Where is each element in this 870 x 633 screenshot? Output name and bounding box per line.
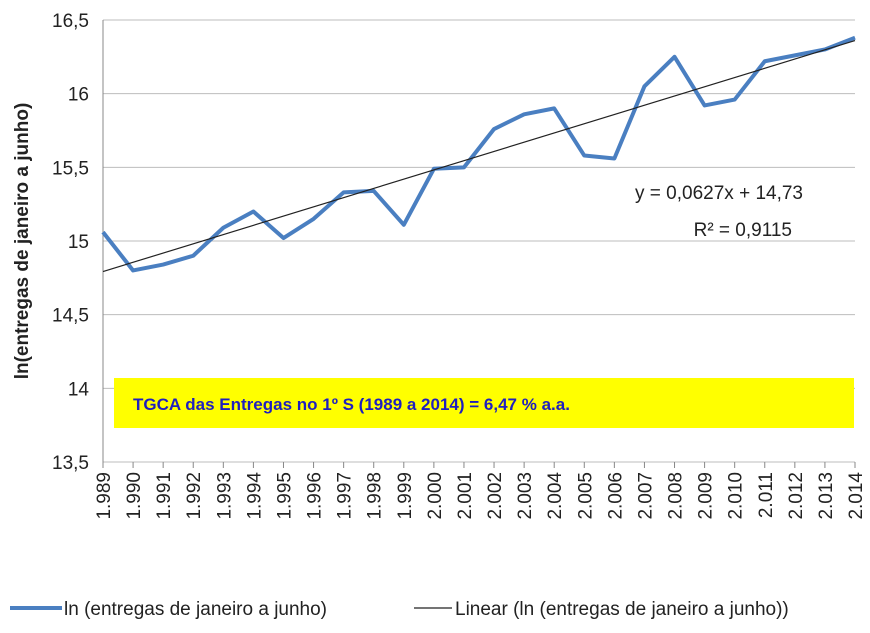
x-tick-label: 2.011: [756, 472, 777, 518]
y-tick-label: 15: [68, 232, 89, 253]
y-tick-label: 14: [68, 379, 90, 400]
x-tick-label: 1.997: [335, 472, 356, 520]
x-tick-label: 2.014: [846, 472, 867, 520]
x-tick-label: 2.003: [515, 472, 536, 520]
x-tick-label: 2.000: [425, 472, 446, 520]
y-axis-label: ln(entregas de janeiro a junho): [12, 103, 33, 380]
y-tick-label: 13,5: [52, 453, 89, 474]
x-tick-label: 2.008: [666, 472, 687, 520]
x-tick-label: 2.007: [635, 472, 656, 520]
trend-line: [102, 40, 856, 273]
x-tick-label: 2.012: [786, 472, 807, 520]
annotation: TGCA das Entregas no 1º S (1989 a 2014) …: [133, 395, 570, 414]
x-tick-label: 1.994: [244, 472, 265, 520]
legend-label: ln (entregas de janeiro a junho): [64, 599, 327, 620]
x-tick-label: 1.999: [395, 472, 416, 520]
x-tick-label: 1.998: [365, 472, 386, 520]
x-tick-label: 2.009: [696, 472, 717, 520]
x-tick-label: 1.989: [94, 472, 115, 520]
x-tick-label: 1.991: [154, 472, 175, 520]
y-tick-label: 15,5: [52, 158, 89, 179]
x-tick-label: 1.992: [184, 472, 205, 520]
y-tick-label: 14,5: [52, 306, 89, 327]
y-tick-label: 16: [68, 85, 89, 106]
x-tick-label: 2.002: [485, 472, 506, 520]
trend-equation: y = 0,0627x + 14,73: [635, 183, 803, 204]
x-tick-label: 2.010: [726, 472, 747, 520]
y-tick-label: 16,5: [52, 11, 89, 32]
legend-label: Linear (ln (entregas de janeiro a junho)…: [455, 599, 789, 620]
trend-r2: R² = 0,9115: [694, 220, 792, 241]
x-tick-label: 1.995: [274, 472, 295, 520]
x-tick-label: 2.006: [605, 472, 626, 520]
x-tick-label: 2.013: [816, 472, 837, 520]
annotation-box: [114, 378, 854, 428]
x-tick-label: 2.005: [575, 472, 596, 520]
x-tick-label: 1.990: [124, 472, 145, 520]
x-tick-label: 2.004: [545, 472, 566, 520]
x-tick-label: 2.001: [455, 472, 476, 520]
data-line: [101, 35, 856, 273]
x-tick-label: 1.996: [305, 472, 326, 520]
x-tick-label: 1.993: [214, 472, 235, 520]
